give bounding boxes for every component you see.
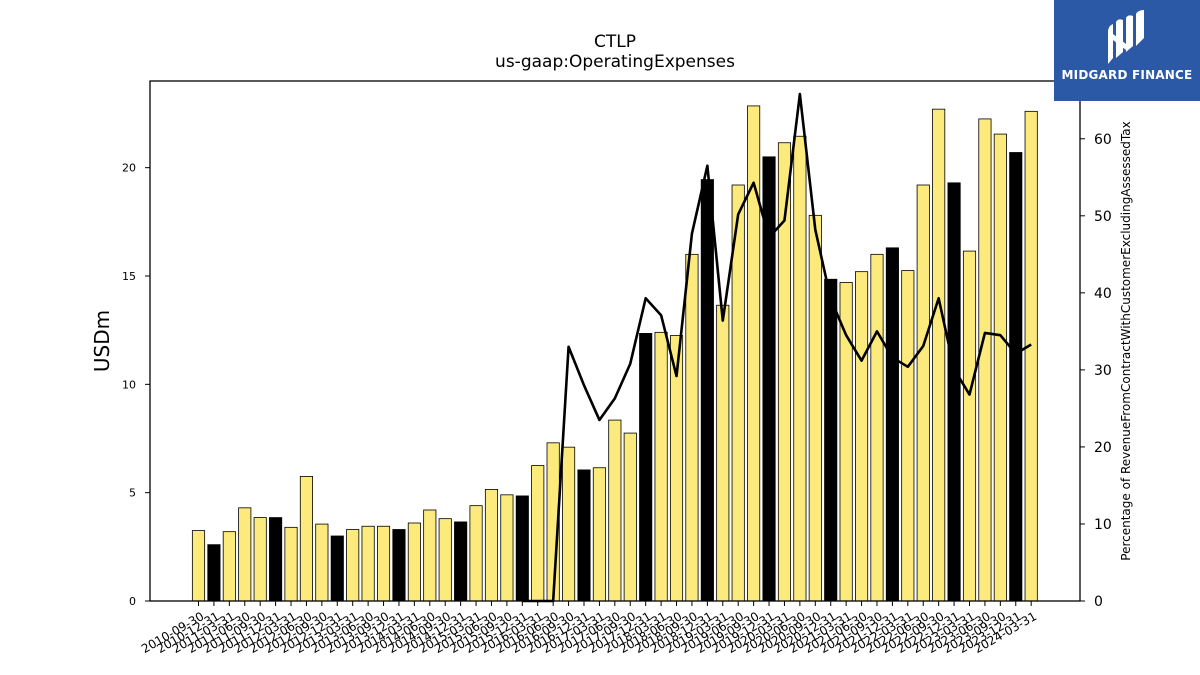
bar-2017-12-31 [639,333,653,602]
bar-2013-06-30 [361,525,375,602]
bar-2012-09-30 [315,523,329,602]
y-tick-label: 10 [122,378,136,391]
bar-2015-09-30 [500,494,514,602]
bar-2023-12-31 [1009,152,1023,602]
bar-2011-12-31 [269,517,283,602]
bar-2023-03-31 [962,250,977,602]
bar-2012-12-31 [330,535,344,602]
y2-tick-label: 0 [1094,594,1103,610]
bar-2017-03-31 [592,467,606,602]
y2-tick-label: 60 [1094,132,1112,148]
y-axis-label: USDm [90,309,114,373]
bar-2011-03-31 [222,531,236,602]
bar-2018-03-31 [654,331,668,602]
bar-2016-03-31 [531,465,545,602]
bar-2013-09-30 [376,525,391,602]
bar-2012-06-30 [299,476,313,602]
logo-text: MIDGARD FINANCE [1061,68,1193,82]
bar-series [191,105,1038,602]
bar-2023-06-30 [978,118,992,602]
bar-2011-09-30 [253,517,267,602]
y-axis-right: 0 10 20 30 40 50 60 [1080,132,1112,610]
bar-2021-03-31 [839,282,853,602]
line-series [522,92,1032,603]
bar-2020-09-30 [808,214,822,602]
y-tick-label: 20 [122,162,136,175]
chart-title: CTLP [594,32,636,52]
y-tick-label: 15 [122,270,136,283]
bar-2016-12-31 [577,469,591,602]
y-axis-left: 0 5 10 15 20 [122,162,150,608]
bar-2014-03-31 [407,522,421,602]
bar-2019-03-31 [716,304,730,602]
bar-2021-12-31 [885,247,899,602]
bar-2016-09-30 [562,446,576,602]
bar-2012-03-31 [284,526,298,602]
bar-2010-09-30 [191,530,206,602]
y-tick-label: 5 [129,487,136,500]
midgard-logo-icon [1108,10,1144,64]
bar-2021-09-30 [870,253,884,602]
y2-tick-label: 40 [1094,286,1112,302]
bar-2017-06-30 [608,419,622,602]
y2-axis-label: Percentage of RevenueFromContractWithCus… [1119,121,1133,561]
bar-2015-12-31 [515,495,529,602]
bar-2015-06-30 [484,489,499,602]
bar-2023-09-30 [993,133,1007,602]
y2-tick-label: 20 [1094,440,1112,456]
bar-2024-03-31 [1024,110,1038,602]
bar-2011-06-30 [238,507,252,602]
bar-2018-09-30 [685,253,699,602]
bar-2018-12-31 [700,179,714,602]
line-percentage [522,92,1032,603]
bar-2022-06-30 [916,184,930,602]
bar-2020-06-30 [793,135,807,602]
y-tick-label: 0 [129,595,136,608]
logo: MIDGARD FINANCE [1054,0,1200,101]
bar-2014-09-30 [438,518,452,602]
bar-2010-12-31 [207,544,221,602]
y2-tick-label: 10 [1094,517,1112,533]
x-axis: 2010-09-302010-12-312011-03-312011-06-30… [139,601,1039,656]
bar-2013-12-31 [392,529,406,602]
y2-tick-label: 50 [1094,209,1112,225]
y2-tick-label: 30 [1094,363,1112,379]
bar-2021-06-30 [855,271,869,602]
bar-2014-12-31 [454,521,468,602]
bar-2022-12-31 [947,182,961,602]
bar-2022-09-30 [932,108,946,602]
bar-2014-06-30 [423,509,437,602]
chart-subtitle: us-gaap:OperatingExpenses [495,52,735,72]
bar-2022-03-31 [901,270,915,602]
bar-2017-09-30 [623,432,637,602]
bar-2015-03-31 [469,505,483,602]
bar-2013-03-31 [346,529,360,602]
bar-2019-09-30 [747,105,761,602]
bar-2020-12-31 [824,278,838,602]
